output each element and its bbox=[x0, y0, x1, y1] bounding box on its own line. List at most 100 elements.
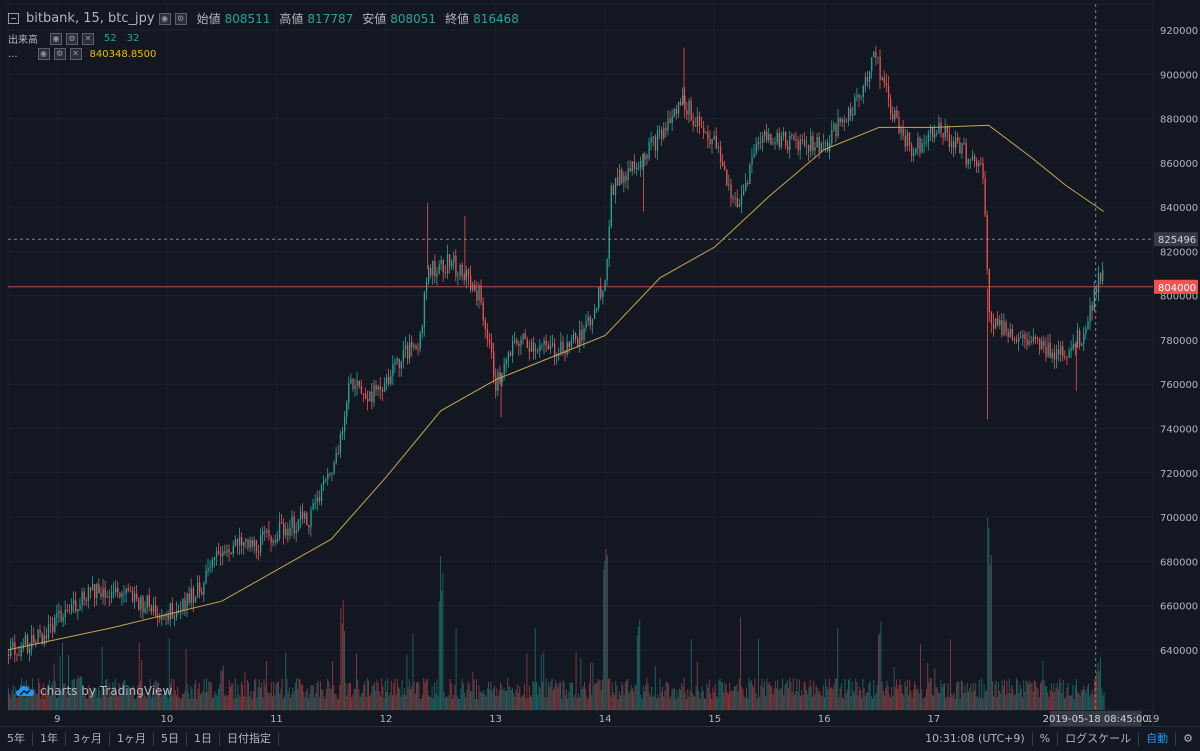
volume-bar bbox=[1025, 680, 1027, 710]
volume-bar bbox=[371, 685, 373, 710]
volume-bar bbox=[176, 695, 177, 710]
volume-bar bbox=[968, 691, 969, 710]
candle-body bbox=[732, 198, 734, 200]
volume-bar bbox=[303, 691, 305, 710]
volume-bar bbox=[821, 696, 823, 710]
volume-bar bbox=[246, 679, 248, 710]
volume-bar bbox=[117, 696, 119, 710]
candle-body bbox=[400, 361, 402, 369]
volume-bar bbox=[971, 692, 973, 710]
candle-body bbox=[1064, 356, 1066, 358]
volume-bar bbox=[507, 677, 509, 710]
close-icon[interactable]: ✕ bbox=[82, 32, 94, 45]
candle-body bbox=[423, 292, 426, 327]
volume-bar bbox=[719, 678, 721, 710]
percent-toggle[interactable]: % bbox=[1033, 732, 1059, 746]
volume-bar bbox=[814, 694, 816, 710]
range-5y-button[interactable]: 5年 bbox=[0, 732, 33, 746]
volume-bar bbox=[819, 690, 821, 710]
volume-bar bbox=[533, 682, 535, 710]
volume-bar bbox=[758, 638, 759, 710]
candle-body bbox=[281, 521, 283, 524]
volume-bar bbox=[11, 690, 13, 710]
candle-body bbox=[566, 342, 568, 355]
candle-body bbox=[890, 99, 892, 114]
candle-body bbox=[190, 588, 192, 603]
volume-bar bbox=[186, 683, 188, 710]
volume-bar bbox=[434, 682, 435, 710]
auto-scale-toggle[interactable]: 自動 bbox=[1139, 732, 1177, 746]
settings-icon[interactable]: ⚙ bbox=[53, 48, 66, 60]
volume-bar bbox=[111, 695, 113, 710]
candle-body bbox=[257, 551, 260, 553]
settings-icon[interactable]: ⚙ bbox=[66, 32, 78, 45]
candle-body bbox=[134, 593, 136, 602]
volume-bar bbox=[95, 688, 97, 710]
range-1d-button[interactable]: 1日 bbox=[187, 732, 220, 746]
log-scale-toggle[interactable]: ログスケール bbox=[1058, 732, 1140, 746]
candle-body bbox=[955, 137, 957, 148]
range-1y-button[interactable]: 1年 bbox=[33, 732, 66, 746]
range-5d-button[interactable]: 5日 bbox=[154, 732, 187, 746]
volume-bar bbox=[620, 695, 621, 710]
candle-body bbox=[444, 272, 447, 274]
volume-bar bbox=[969, 687, 971, 710]
volume-bar bbox=[141, 659, 143, 710]
volume-bar bbox=[330, 689, 332, 710]
candle-body bbox=[73, 600, 75, 605]
range-3m-button[interactable]: 3ヶ月 bbox=[66, 732, 110, 746]
volume-bar bbox=[83, 695, 85, 710]
eye-icon[interactable]: ◉ bbox=[50, 32, 62, 45]
volume-bar bbox=[1011, 685, 1013, 710]
volume-bar bbox=[929, 678, 931, 710]
volume-bar bbox=[407, 686, 409, 710]
volume-bar bbox=[598, 680, 600, 710]
volume-bar bbox=[603, 569, 605, 710]
volume-bar bbox=[1047, 692, 1049, 710]
candle-body bbox=[864, 77, 867, 87]
candle-body bbox=[262, 531, 264, 536]
eye-icon[interactable]: ◉ bbox=[37, 48, 50, 60]
candle-body bbox=[249, 539, 251, 548]
candle-body bbox=[642, 159, 644, 162]
volume-bar bbox=[1089, 696, 1091, 710]
date-range-button[interactable]: 日付指定 bbox=[220, 732, 279, 746]
volume-bar bbox=[1001, 680, 1003, 710]
volume-bar bbox=[250, 690, 252, 710]
volume-bar bbox=[64, 683, 66, 710]
tradingview-watermark[interactable]: charts by TradingView bbox=[16, 684, 172, 698]
collapse-icon[interactable] bbox=[8, 13, 19, 24]
settings-icon[interactable]: ⚙ bbox=[174, 12, 187, 25]
volume-bar bbox=[1022, 697, 1023, 710]
volume-bar bbox=[953, 692, 955, 710]
volume-bar bbox=[80, 676, 81, 710]
volume-bar bbox=[125, 693, 127, 710]
volume-bar bbox=[242, 684, 243, 710]
volume-bar bbox=[866, 693, 867, 710]
close-icon[interactable]: ✕ bbox=[69, 48, 82, 60]
high-value: 817787 bbox=[307, 11, 354, 26]
candle-body bbox=[1051, 352, 1053, 358]
clock-readout[interactable]: 10:31:08 (UTC+9) bbox=[918, 732, 1033, 746]
volume-bar bbox=[53, 663, 55, 710]
volume-bar bbox=[150, 697, 152, 710]
gear-icon[interactable]: ⚙ bbox=[1183, 732, 1193, 745]
volume-bar bbox=[57, 697, 59, 710]
candle-body bbox=[913, 153, 915, 156]
volume-bar bbox=[617, 699, 619, 710]
candle-body bbox=[436, 273, 438, 277]
volume-bar bbox=[833, 684, 835, 710]
volume-bar bbox=[860, 690, 861, 710]
eye-icon[interactable]: ◉ bbox=[158, 12, 171, 25]
volume-bar bbox=[470, 691, 471, 710]
candle-body bbox=[398, 358, 400, 369]
volume-bar bbox=[215, 693, 217, 710]
volume-bar bbox=[183, 694, 185, 710]
volume-bar bbox=[33, 688, 35, 710]
volume-bar bbox=[110, 693, 111, 710]
volume-bar bbox=[767, 683, 769, 710]
volume-bar bbox=[602, 679, 603, 710]
range-1m-button[interactable]: 1ヶ月 bbox=[110, 732, 154, 746]
candle-body bbox=[984, 178, 986, 215]
